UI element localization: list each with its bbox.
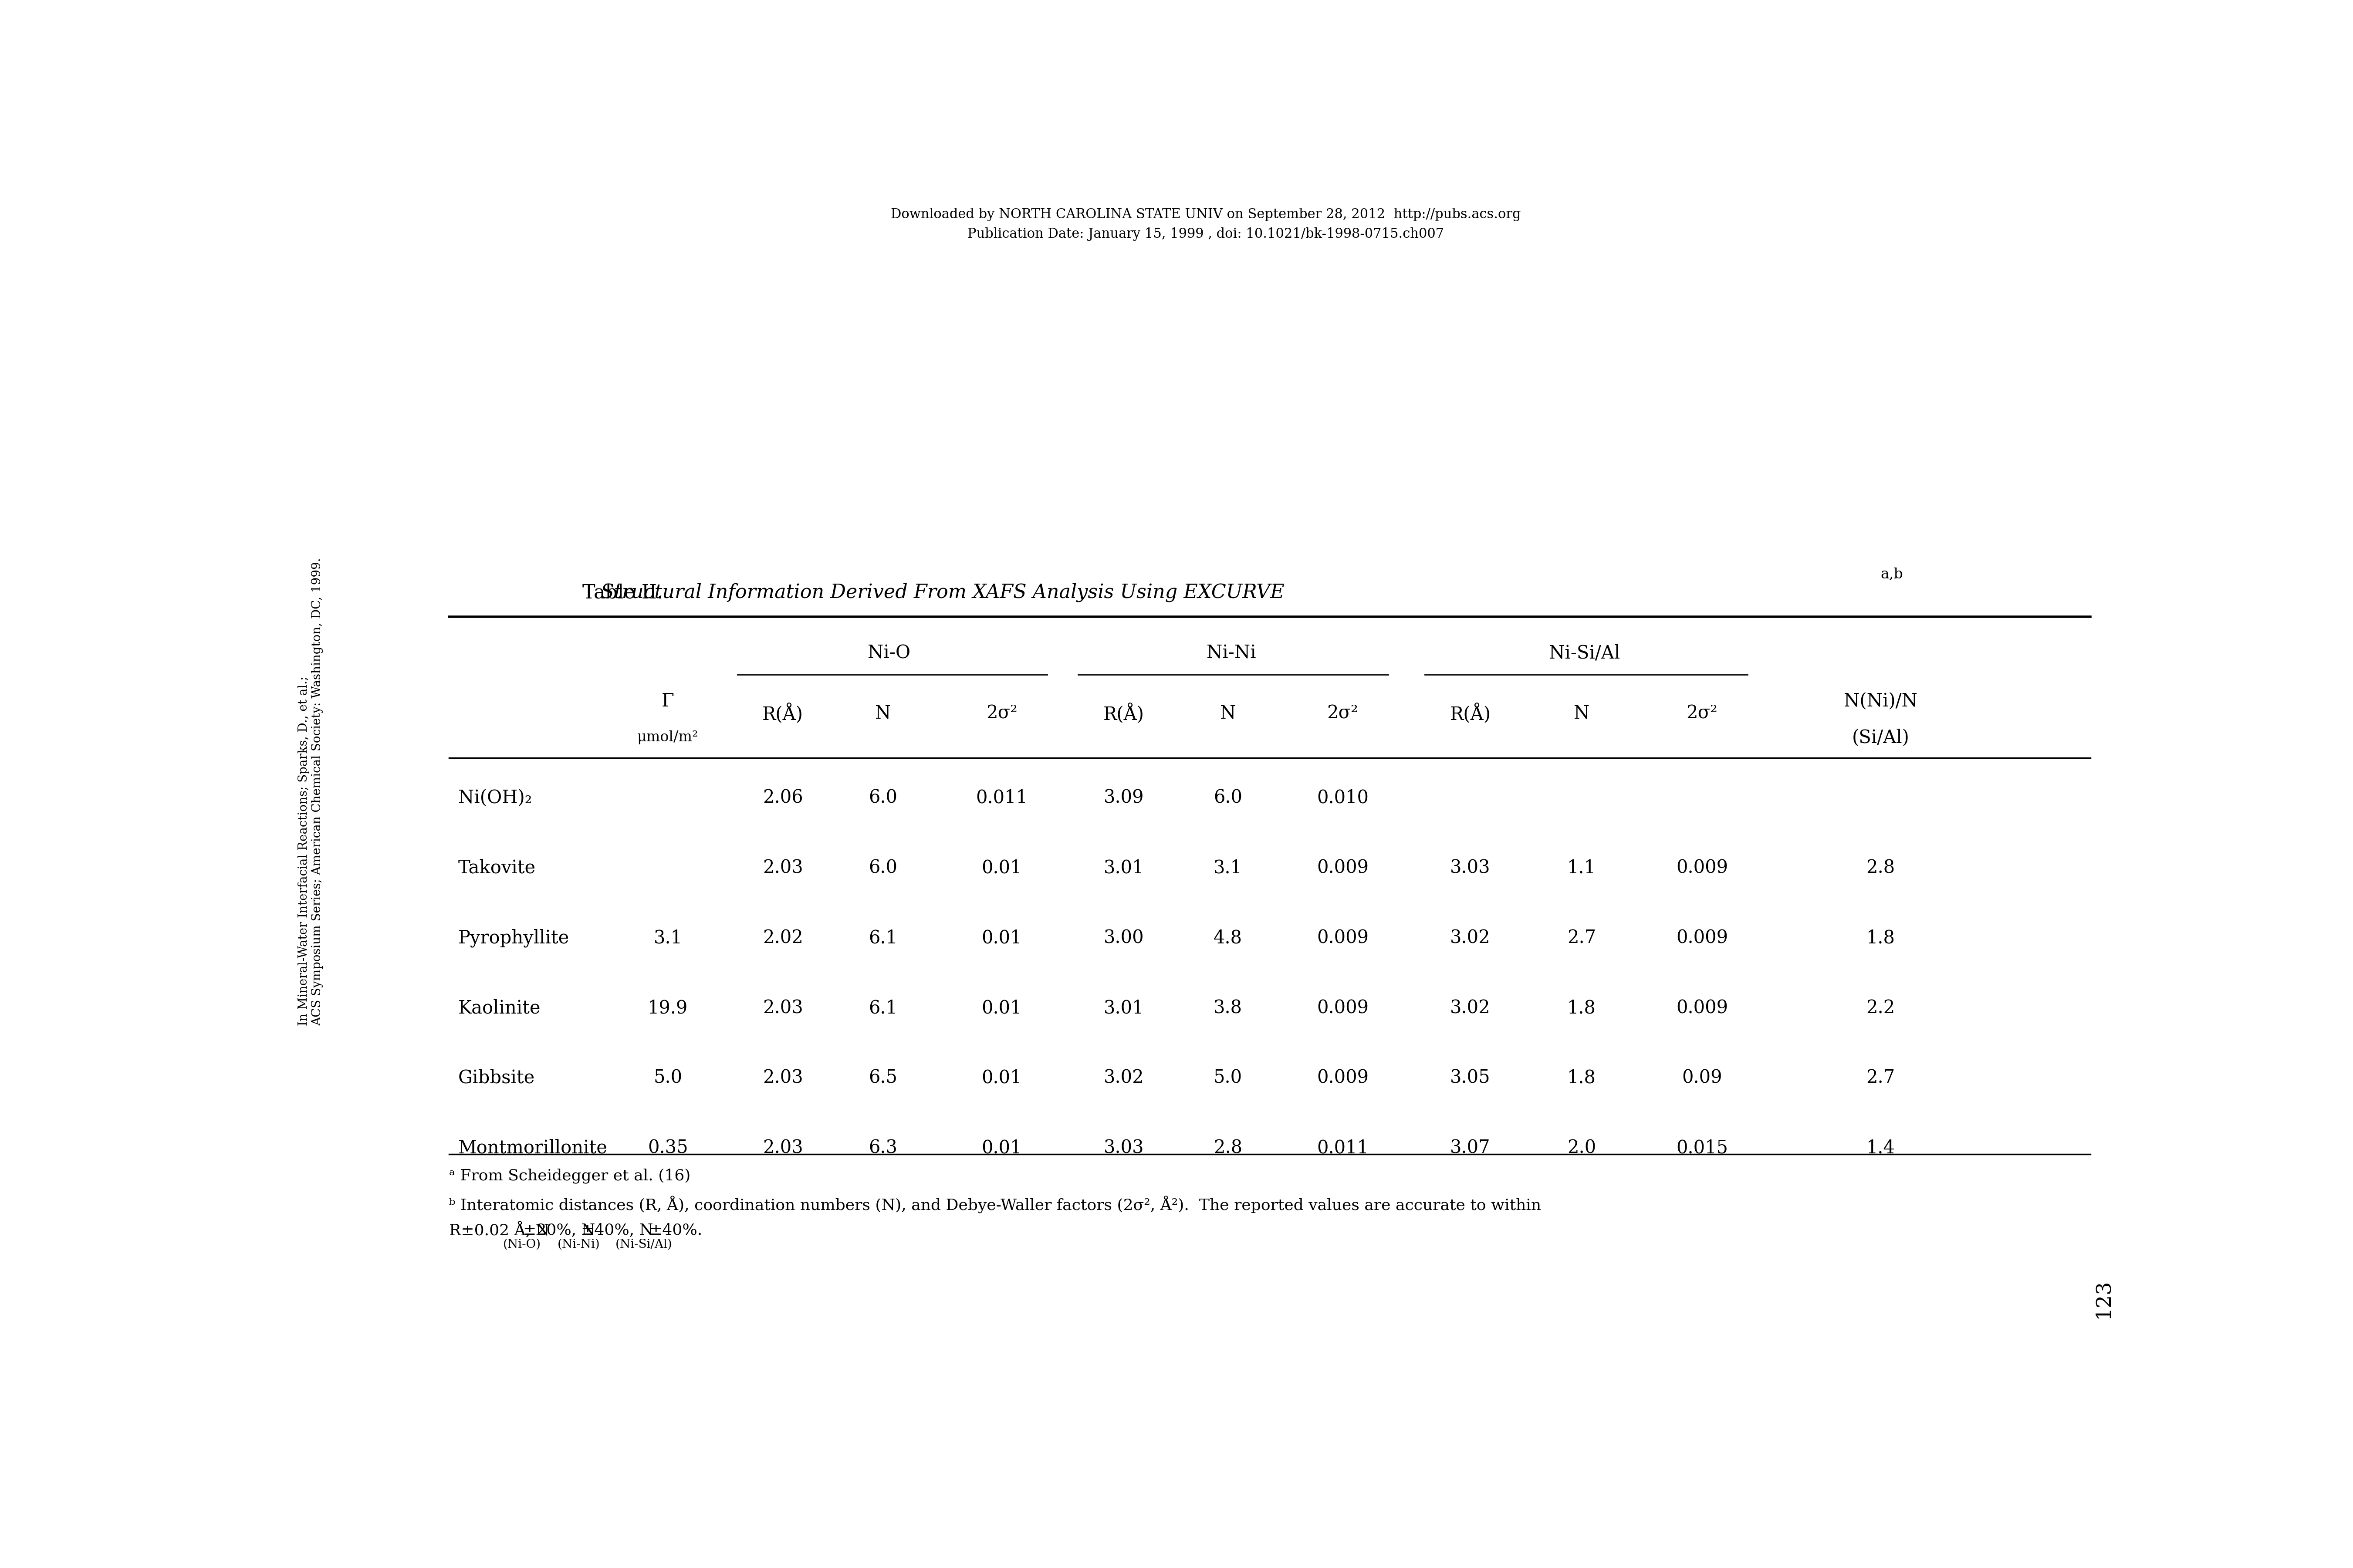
Text: Ni-O: Ni-O (868, 644, 911, 662)
Text: 3.1: 3.1 (1214, 859, 1242, 877)
Text: 1.8: 1.8 (1866, 928, 1894, 947)
Text: Gibbsite: Gibbsite (459, 1069, 534, 1087)
Text: 3.05: 3.05 (1449, 1069, 1489, 1087)
Text: Pyrophyllite: Pyrophyllite (459, 928, 569, 947)
Text: 1.8: 1.8 (1567, 1069, 1595, 1087)
Text: 0.015: 0.015 (1675, 1138, 1727, 1157)
Text: 2.2: 2.2 (1866, 999, 1894, 1018)
Text: Ni(OH)₂: Ni(OH)₂ (459, 789, 532, 808)
Text: 6.0: 6.0 (1214, 789, 1242, 808)
Text: Γ: Γ (661, 691, 675, 710)
Text: Structural Information Derived From XAFS Analysis Using EXCURVE: Structural Information Derived From XAFS… (584, 583, 1285, 602)
Text: (Ni-Si/Al): (Ni-Si/Al) (616, 1239, 673, 1251)
Text: 3.03: 3.03 (1449, 859, 1489, 877)
Text: 0.011: 0.011 (976, 789, 1028, 808)
Text: 2σ²: 2σ² (1687, 704, 1718, 723)
Text: 5.0: 5.0 (654, 1069, 682, 1087)
Text: 2.7: 2.7 (1866, 1069, 1894, 1087)
Text: Kaolinite: Kaolinite (459, 999, 541, 1018)
Text: (Si/Al): (Si/Al) (1852, 729, 1908, 746)
Text: 2σ²: 2σ² (1327, 704, 1358, 723)
Text: 2.03: 2.03 (762, 859, 802, 877)
Text: 2.0: 2.0 (1567, 1138, 1595, 1157)
Text: R±0.02 Å, N: R±0.02 Å, N (449, 1221, 548, 1239)
Text: 3.02: 3.02 (1449, 999, 1489, 1018)
Text: 5.0: 5.0 (1214, 1069, 1242, 1087)
Text: Ni-Ni: Ni-Ni (1207, 644, 1257, 662)
Text: 0.09: 0.09 (1682, 1069, 1722, 1087)
Text: 2σ²: 2σ² (986, 704, 1016, 723)
Text: 4.8: 4.8 (1214, 928, 1242, 947)
Text: 3.02: 3.02 (1449, 928, 1489, 947)
Text: 0.009: 0.009 (1675, 859, 1727, 877)
Text: 0.009: 0.009 (1318, 859, 1369, 877)
Text: 0.01: 0.01 (981, 859, 1021, 877)
Text: μmol/m²: μmol/m² (638, 731, 699, 745)
Text: 2.8: 2.8 (1214, 1138, 1242, 1157)
Text: ᵇ Interatomic distances (R, Å), coordination numbers (N), and Debye-Waller facto: ᵇ Interatomic distances (R, Å), coordina… (449, 1196, 1541, 1214)
Text: (Ni-O): (Ni-O) (504, 1239, 541, 1251)
Text: 0.010: 0.010 (1318, 789, 1369, 808)
Text: 1.8: 1.8 (1567, 999, 1595, 1018)
Text: 6.1: 6.1 (868, 928, 896, 947)
Text: Ni-Si/Al: Ni-Si/Al (1548, 644, 1621, 662)
Text: R(Å): R(Å) (762, 702, 802, 723)
Text: 2.8: 2.8 (1866, 859, 1894, 877)
Text: 3.02: 3.02 (1104, 1069, 1144, 1087)
Text: 0.009: 0.009 (1318, 1069, 1369, 1087)
Text: 0.009: 0.009 (1675, 999, 1727, 1018)
Text: Montmorillonite: Montmorillonite (459, 1138, 607, 1157)
Text: 3.03: 3.03 (1104, 1138, 1144, 1157)
Text: N: N (1219, 704, 1235, 723)
Text: 6.0: 6.0 (868, 789, 896, 808)
Text: N: N (875, 704, 892, 723)
Text: 3.07: 3.07 (1449, 1138, 1489, 1157)
Text: 2.02: 2.02 (762, 928, 802, 947)
Text: 2.03: 2.03 (762, 1069, 802, 1087)
Text: 1.1: 1.1 (1567, 859, 1595, 877)
Text: ±40%, N: ±40%, N (581, 1223, 654, 1237)
Text: 3.1: 3.1 (654, 928, 682, 947)
Text: 6.0: 6.0 (868, 859, 896, 877)
Text: 6.3: 6.3 (868, 1138, 896, 1157)
Text: (Ni-Ni): (Ni-Ni) (558, 1239, 600, 1251)
Text: 2.7: 2.7 (1567, 928, 1595, 947)
Text: 0.009: 0.009 (1318, 928, 1369, 947)
Text: 0.01: 0.01 (981, 928, 1021, 947)
Text: 0.009: 0.009 (1318, 999, 1369, 1018)
Text: 3.8: 3.8 (1214, 999, 1242, 1018)
Text: 1.4: 1.4 (1866, 1138, 1894, 1157)
Text: 6.1: 6.1 (868, 999, 896, 1018)
Text: 3.01: 3.01 (1104, 859, 1144, 877)
Text: 3.01: 3.01 (1104, 999, 1144, 1018)
Text: Table II.: Table II. (581, 583, 664, 602)
Text: Takovite: Takovite (459, 859, 536, 877)
Text: R(Å): R(Å) (1449, 702, 1492, 723)
Text: 0.009: 0.009 (1675, 928, 1727, 947)
Text: 0.01: 0.01 (981, 999, 1021, 1018)
Text: 123: 123 (2094, 1279, 2113, 1319)
Text: ±20%, N: ±20%, N (522, 1223, 595, 1237)
Text: 0.01: 0.01 (981, 1138, 1021, 1157)
Text: 2.03: 2.03 (762, 1138, 802, 1157)
Text: 2.06: 2.06 (762, 789, 802, 808)
Text: In Mineral-Water Interfacial Reactions; Sparks, D., et al.;
ACS Symposium Series: In Mineral-Water Interfacial Reactions; … (299, 558, 322, 1025)
Text: 0.011: 0.011 (1318, 1138, 1369, 1157)
Text: N(Ni)/N: N(Ni)/N (1845, 691, 1918, 710)
Text: Publication Date: January 15, 1999 , doi: 10.1021/bk-1998-0715.ch007: Publication Date: January 15, 1999 , doi… (967, 227, 1445, 241)
Text: 2.03: 2.03 (762, 999, 802, 1018)
Text: a,b: a,b (1880, 568, 1904, 582)
Text: 3.00: 3.00 (1104, 928, 1144, 947)
Text: R(Å): R(Å) (1104, 702, 1144, 723)
Text: Downloaded by NORTH CAROLINA STATE UNIV on September 28, 2012  http://pubs.acs.o: Downloaded by NORTH CAROLINA STATE UNIV … (892, 209, 1520, 221)
Text: ᵃ From Scheidegger et al. (16): ᵃ From Scheidegger et al. (16) (449, 1168, 689, 1184)
Text: 0.01: 0.01 (981, 1069, 1021, 1087)
Text: N: N (1574, 704, 1591, 723)
Text: 0.35: 0.35 (647, 1138, 687, 1157)
Text: ±40%.: ±40%. (649, 1223, 704, 1237)
Text: 19.9: 19.9 (647, 999, 687, 1018)
Text: 6.5: 6.5 (868, 1069, 896, 1087)
Text: 3.09: 3.09 (1104, 789, 1144, 808)
